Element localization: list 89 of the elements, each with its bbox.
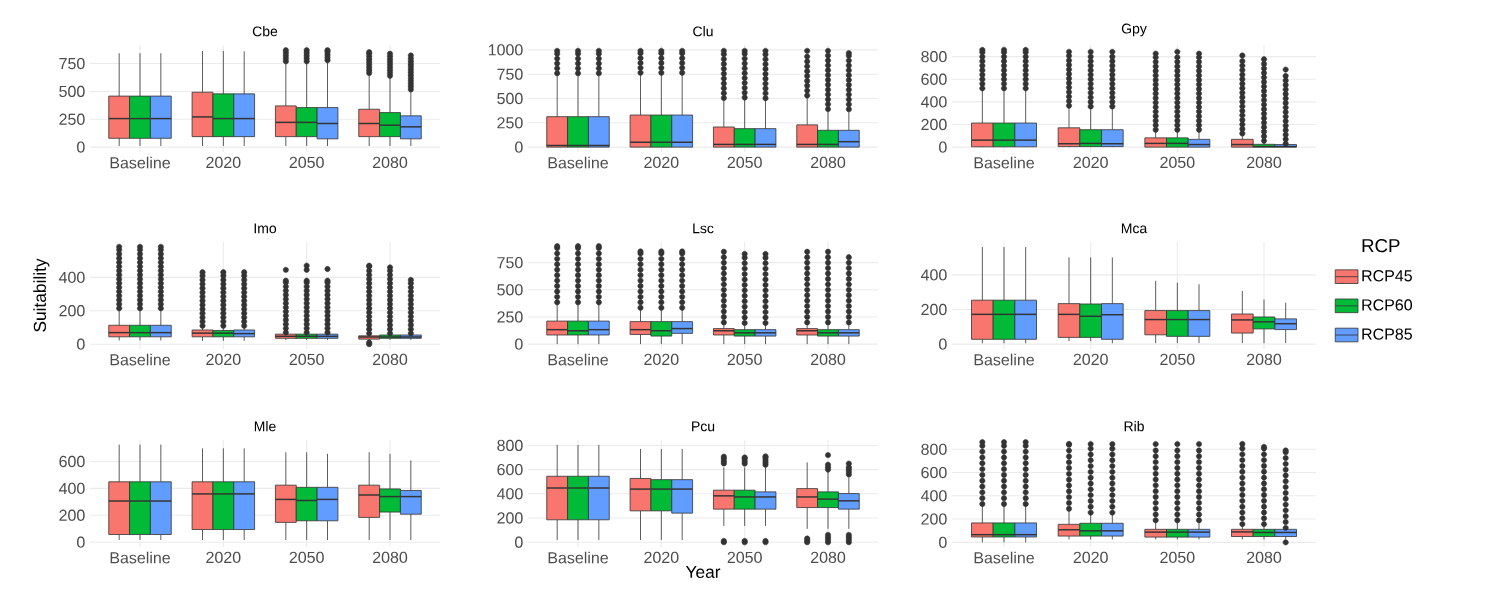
x-tick-label: 2020 (644, 353, 679, 366)
chart-title: Imo (254, 223, 277, 234)
y-tick-label: 0 (77, 536, 85, 548)
y-tick-label: 500 (497, 284, 523, 296)
y-tick-label: 800 (921, 51, 947, 63)
x-tick-label: Baseline (974, 551, 1034, 564)
y-tick-label: 200 (59, 509, 85, 521)
x-tick-label: 2020 (644, 551, 679, 564)
x-tick-label: Baseline (548, 156, 608, 169)
y-tick-label: 200 (921, 513, 947, 525)
y-tick-label: 500 (59, 85, 85, 98)
y-tick-label: 200 (497, 512, 523, 524)
y-tick-label: 0 (77, 338, 85, 350)
x-tick-label: 2020 (206, 353, 241, 366)
x-tick-label: 2080 (373, 156, 408, 169)
y-tick-label: 600 (921, 73, 947, 85)
x-tick-label: 2080 (373, 353, 408, 366)
x-tick-label: 2050 (1160, 156, 1195, 169)
x-tick-label: 2050 (727, 156, 762, 169)
x-tick-label: 2050 (1160, 353, 1195, 366)
y-tick-label: 0 (515, 141, 523, 153)
x-axis-title: Year (685, 565, 721, 579)
x-tick-label: 2080 (811, 156, 846, 169)
y-tick-label: 400 (58, 482, 85, 495)
y-tick-label: 1000 (488, 44, 523, 56)
y-tick-label: 0 (939, 536, 947, 548)
x-tick-label: 2050 (289, 353, 324, 366)
x-tick-label: 2080 (1247, 551, 1282, 564)
legend-label: RCP45 (1362, 270, 1412, 282)
y-tick-label: 600 (59, 455, 85, 468)
y-tick-label: 400 (920, 490, 947, 502)
chart-title: Mca (1121, 223, 1148, 234)
y-tick-label: 0 (939, 338, 947, 350)
x-tick-label: 2080 (373, 551, 408, 564)
x-tick-label: Baseline (548, 353, 608, 366)
y-tick-label: 0 (515, 338, 523, 350)
x-tick-label: Baseline (548, 551, 608, 564)
x-tick-label: 2050 (727, 353, 762, 366)
x-tick-label: 2020 (1073, 551, 1108, 564)
x-tick-label: 2080 (1247, 156, 1282, 169)
y-tick-label: 200 (921, 303, 947, 316)
legend-label: RCP60 (1362, 299, 1413, 311)
y-tick-label: 250 (59, 113, 85, 125)
chart-title: Mle (254, 421, 276, 432)
chart-title: Pcu (692, 421, 715, 432)
x-tick-label: Baseline (110, 551, 170, 564)
x-tick-label: 2050 (727, 551, 762, 564)
x-tick-label: 2020 (1073, 353, 1108, 366)
y-tick-label: 500 (497, 92, 523, 105)
chart-title: Rib (1124, 421, 1144, 432)
x-tick-label: 2020 (644, 156, 679, 169)
x-tick-label: Baseline (974, 156, 1034, 169)
y-axis-title: Suitability (33, 258, 50, 332)
x-tick-label: 2020 (206, 156, 241, 169)
y-tick-label: 0 (515, 536, 523, 548)
chart-title: Lsc (693, 223, 714, 234)
y-tick-label: 600 (921, 466, 947, 479)
y-tick-label: 400 (920, 269, 947, 281)
x-tick-label: 2050 (1160, 551, 1195, 564)
x-tick-label: 2080 (1247, 353, 1282, 366)
y-tick-label: 800 (497, 439, 523, 452)
x-tick-label: 2050 (289, 156, 324, 169)
x-tick-label: Baseline (110, 156, 170, 169)
y-tick-label: 200 (921, 118, 947, 131)
chart-title: Cbe (252, 26, 278, 37)
x-tick-label: 2080 (811, 551, 846, 564)
y-tick-label: 250 (497, 117, 523, 129)
y-tick-label: 750 (497, 68, 523, 80)
y-tick-label: 750 (59, 57, 85, 70)
chart-title: Gpy (1121, 23, 1147, 37)
legend-label: RCP85 (1362, 328, 1412, 340)
y-tick-label: 600 (497, 463, 523, 476)
y-tick-label: 400 (496, 488, 523, 500)
y-tick-label: 800 (921, 443, 947, 455)
y-tick-label: 250 (497, 311, 523, 323)
x-tick-label: 2020 (1073, 156, 1108, 169)
y-tick-label: 400 (920, 96, 947, 108)
chart-title: Clu (693, 26, 713, 37)
y-tick-label: 0 (77, 141, 85, 153)
x-tick-label: 2020 (206, 551, 241, 564)
y-tick-label: 200 (59, 305, 85, 317)
y-tick-label: 750 (497, 256, 523, 269)
legend-title: RCP (1362, 239, 1400, 253)
x-tick-label: Baseline (974, 353, 1034, 366)
y-tick-label: 0 (939, 141, 947, 153)
x-tick-label: Baseline (110, 353, 170, 366)
x-tick-label: 2080 (811, 353, 846, 366)
y-tick-label: 400 (58, 271, 85, 284)
x-tick-label: 2050 (289, 551, 324, 564)
